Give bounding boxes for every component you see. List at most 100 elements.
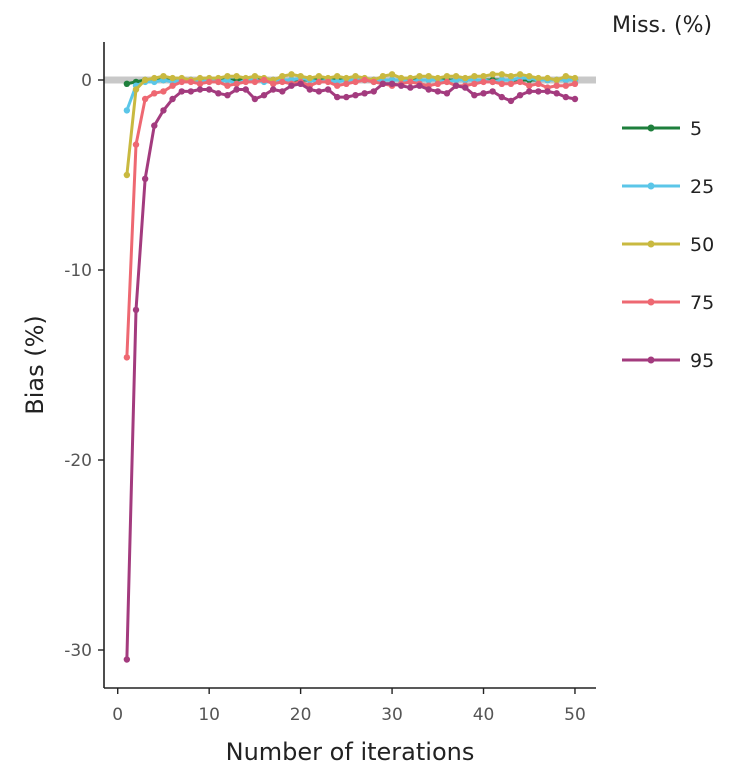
- data-point: [205, 86, 213, 93]
- legend-label: 5: [690, 118, 702, 140]
- series-50: [123, 71, 579, 179]
- data-point: [297, 80, 304, 88]
- data-point: [379, 73, 387, 80]
- x-tick-label: 50: [564, 705, 586, 725]
- data-point: [562, 82, 570, 89]
- data-point: [315, 88, 323, 95]
- legend-label: 25: [690, 176, 714, 198]
- legend-label: 75: [690, 292, 714, 314]
- data-point: [471, 73, 478, 80]
- data-point: [169, 95, 176, 103]
- data-point: [132, 141, 140, 148]
- data-point: [160, 73, 167, 80]
- data-point: [141, 175, 149, 182]
- data-point: [471, 80, 478, 88]
- data-point: [553, 76, 560, 84]
- data-point: [507, 97, 515, 105]
- series-75: [123, 76, 579, 361]
- data-point: [151, 122, 158, 129]
- series-line-75: [125, 78, 576, 358]
- data-point: [279, 88, 286, 95]
- data-point: [489, 71, 496, 78]
- data-point: [571, 74, 579, 82]
- data-point: [324, 78, 332, 86]
- data-point: [498, 80, 506, 88]
- data-point: [434, 80, 441, 88]
- data-point: [288, 82, 295, 89]
- data-point: [269, 80, 277, 88]
- data-point: [333, 73, 341, 80]
- data-point: [123, 354, 131, 361]
- data-point: [462, 84, 469, 91]
- data-point: [269, 86, 277, 93]
- x-tick-label: 0: [112, 705, 123, 725]
- axis-layer: 0 10 20 30 40 50 0 -10 -20 -30: [64, 42, 596, 725]
- data-point: [571, 95, 579, 103]
- data-point: [215, 78, 222, 86]
- data-point: [315, 78, 323, 86]
- data-point: [352, 92, 359, 99]
- data-point: [343, 74, 350, 82]
- data-point: [224, 92, 231, 99]
- y-tick-label: 0: [81, 71, 92, 91]
- data-point: [407, 84, 414, 91]
- data-point: [562, 73, 570, 80]
- x-axis-title: Number of iterations: [226, 738, 475, 766]
- data-point: [251, 95, 259, 103]
- data-point: [434, 74, 441, 82]
- data-point: [553, 82, 560, 89]
- data-point: [407, 78, 414, 86]
- data-point: [452, 82, 460, 89]
- data-point: [544, 88, 551, 95]
- data-point: [196, 86, 204, 93]
- data-point: [443, 90, 451, 97]
- data-point: [333, 82, 341, 89]
- data-point: [516, 71, 524, 78]
- data-point: [297, 73, 304, 80]
- data-point: [443, 78, 451, 86]
- data-point: [361, 76, 368, 84]
- data-point: [535, 88, 542, 95]
- data-point: [562, 93, 570, 101]
- data-point: [498, 71, 506, 78]
- data-point: [187, 78, 195, 86]
- data-point: [178, 78, 185, 86]
- data-point: [242, 86, 249, 93]
- data-point: [279, 78, 286, 86]
- y-tick-label: -20: [64, 451, 92, 471]
- x-tick-label: 40: [473, 705, 495, 725]
- data-point: [471, 92, 478, 99]
- data-point: [434, 88, 441, 95]
- data-point: [416, 82, 423, 89]
- series-95: [123, 80, 579, 663]
- data-point: [343, 93, 350, 101]
- legend-swatch-point: [647, 182, 655, 190]
- data-point: [141, 95, 149, 103]
- data-point: [151, 90, 158, 97]
- data-point: [462, 74, 469, 82]
- legend-swatch-point: [647, 240, 655, 248]
- x-tick-label: 30: [381, 705, 403, 725]
- data-point: [507, 80, 515, 88]
- data-point: [398, 82, 405, 89]
- data-point: [370, 88, 377, 95]
- data-point: [343, 80, 350, 88]
- data-point: [352, 73, 359, 80]
- legend-item-25: 25: [622, 176, 714, 198]
- legend-swatch-point: [647, 356, 655, 364]
- data-point: [251, 73, 259, 80]
- data-point: [306, 86, 313, 93]
- data-point: [425, 86, 432, 93]
- data-point: [553, 90, 560, 97]
- x-tick-label: 20: [290, 705, 312, 725]
- data-point: [526, 73, 533, 80]
- data-point: [123, 80, 131, 88]
- legend-swatch-point: [647, 298, 655, 306]
- data-point: [233, 80, 240, 88]
- series-layer: [123, 71, 579, 663]
- y-tick-label: -10: [64, 261, 92, 281]
- data-point: [141, 76, 149, 84]
- data-point: [151, 74, 158, 82]
- data-point: [480, 73, 487, 80]
